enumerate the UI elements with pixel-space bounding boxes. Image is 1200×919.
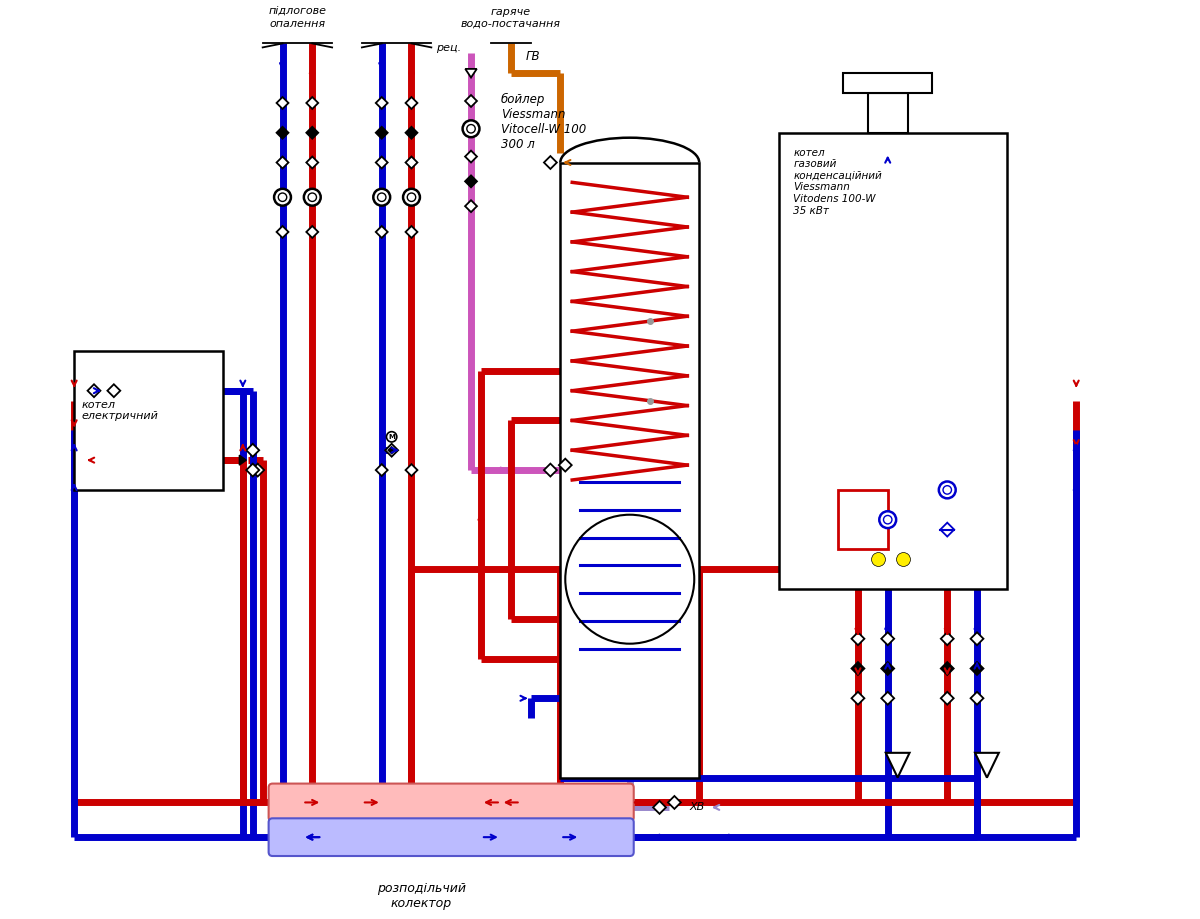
Polygon shape [406, 156, 418, 168]
Polygon shape [246, 463, 259, 477]
Polygon shape [389, 447, 395, 453]
Polygon shape [276, 97, 288, 109]
Text: розподільчий
колектор: розподільчий колектор [377, 882, 466, 910]
Bar [844, 74, 932, 93]
Circle shape [378, 193, 386, 201]
Polygon shape [466, 200, 476, 212]
Polygon shape [276, 226, 288, 238]
Text: рец.: рец. [436, 43, 461, 53]
Circle shape [403, 188, 420, 206]
Polygon shape [385, 444, 398, 457]
Polygon shape [544, 156, 557, 169]
Text: гаряче
водо-постачання: гаряче водо-постачання [461, 7, 560, 28]
Polygon shape [276, 156, 288, 168]
Polygon shape [376, 226, 388, 238]
Polygon shape [406, 97, 418, 109]
Polygon shape [852, 692, 864, 705]
FancyBboxPatch shape [269, 818, 634, 856]
Polygon shape [306, 156, 318, 168]
Polygon shape [466, 151, 476, 163]
Circle shape [883, 516, 892, 524]
Circle shape [278, 193, 287, 201]
Polygon shape [941, 523, 954, 537]
Polygon shape [559, 459, 571, 471]
Circle shape [467, 125, 475, 133]
Polygon shape [852, 662, 864, 675]
Bar [779, 132, 1007, 589]
FancyBboxPatch shape [269, 784, 634, 822]
Polygon shape [653, 801, 666, 814]
Polygon shape [466, 95, 476, 107]
Polygon shape [376, 156, 388, 168]
Circle shape [943, 486, 952, 494]
Polygon shape [376, 97, 388, 109]
Polygon shape [406, 127, 418, 139]
Text: M: M [389, 434, 395, 440]
Circle shape [880, 511, 896, 528]
Polygon shape [971, 632, 984, 645]
Polygon shape [376, 127, 388, 139]
Polygon shape [466, 176, 476, 187]
Circle shape [462, 120, 480, 137]
Text: підлогове
опалення: підлогове опалення [269, 7, 326, 28]
Polygon shape [406, 464, 418, 476]
Bar [838, 490, 888, 550]
Text: котел
газовий
конденсаційний
Viessmann
Vitodens 100-W
35 кВт: котел газовий конденсаційний Viessmann V… [793, 148, 882, 216]
Text: бойлер
Viessmann
Vitocell-W 100
300 л: бойлер Viessmann Vitocell-W 100 300 л [500, 93, 586, 151]
Polygon shape [88, 384, 101, 397]
Polygon shape [881, 692, 894, 705]
Polygon shape [941, 662, 954, 675]
Polygon shape [881, 662, 894, 675]
Polygon shape [306, 127, 318, 139]
Polygon shape [668, 796, 680, 809]
Circle shape [308, 193, 317, 201]
Polygon shape [941, 632, 954, 645]
Polygon shape [306, 226, 318, 238]
Circle shape [938, 482, 955, 498]
Polygon shape [971, 692, 984, 705]
Polygon shape [544, 463, 557, 477]
Polygon shape [976, 753, 998, 777]
Bar [868, 93, 907, 132]
Polygon shape [376, 464, 388, 476]
Polygon shape [239, 455, 246, 465]
Text: ГВ: ГВ [526, 51, 540, 63]
Polygon shape [406, 226, 418, 238]
Bar [74, 351, 223, 490]
Polygon shape [251, 463, 264, 477]
Circle shape [373, 188, 390, 206]
Circle shape [407, 193, 415, 201]
Polygon shape [246, 444, 259, 457]
Polygon shape [108, 384, 120, 397]
Circle shape [386, 432, 397, 442]
Polygon shape [971, 662, 984, 675]
Polygon shape [306, 97, 318, 109]
Polygon shape [852, 632, 864, 645]
Polygon shape [466, 69, 476, 77]
Polygon shape [941, 692, 954, 705]
Circle shape [304, 188, 320, 206]
Bar [560, 163, 700, 777]
Text: ХВ: ХВ [689, 802, 704, 812]
Polygon shape [881, 632, 894, 645]
Polygon shape [276, 127, 288, 139]
Polygon shape [886, 753, 910, 777]
Circle shape [274, 188, 290, 206]
Text: котел
електричний: котел електричний [82, 400, 158, 421]
